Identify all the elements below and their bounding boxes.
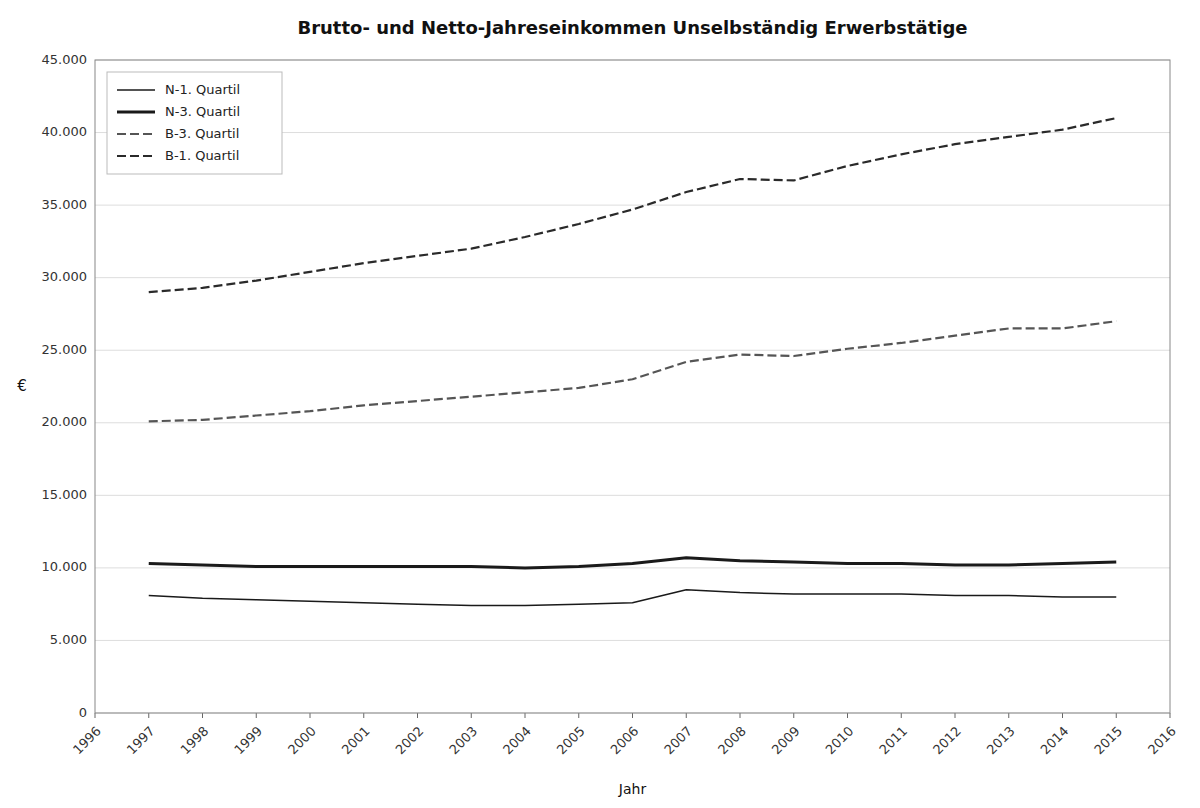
y-tick-label: 5.000 bbox=[50, 632, 87, 647]
x-tick bbox=[955, 713, 956, 718]
series-line bbox=[149, 321, 1117, 421]
x-tick bbox=[793, 713, 794, 718]
x-tick bbox=[310, 713, 311, 718]
x-tick bbox=[148, 713, 149, 718]
x-tick bbox=[1116, 713, 1117, 718]
x-tick-label: 2014 bbox=[1037, 723, 1071, 757]
x-tick bbox=[740, 713, 741, 718]
legend-label: B-1. Quartil bbox=[165, 148, 239, 163]
x-tick bbox=[256, 713, 257, 718]
x-tick-label: 2015 bbox=[1091, 723, 1125, 757]
x-tick-label: 2008 bbox=[715, 723, 749, 757]
grid-line bbox=[95, 422, 1170, 423]
x-tick bbox=[1170, 713, 1171, 718]
x-tick bbox=[363, 713, 364, 718]
x-tick bbox=[847, 713, 848, 718]
x-tick bbox=[901, 713, 902, 718]
x-tick bbox=[632, 713, 633, 718]
x-tick-label: 2003 bbox=[446, 723, 480, 757]
x-tick-label: 1999 bbox=[231, 723, 265, 757]
x-tick-label: 2016 bbox=[1145, 723, 1179, 757]
x-tick-label: 1996 bbox=[70, 723, 104, 757]
x-tick-label: 1998 bbox=[177, 723, 211, 757]
grid-line bbox=[95, 350, 1170, 351]
plot-frame bbox=[95, 60, 1170, 713]
legend-swatch bbox=[117, 111, 155, 114]
title: Brutto- und Netto-Jahreseinkommen Unselb… bbox=[297, 17, 967, 38]
y-tick-label: 20.000 bbox=[42, 414, 88, 429]
legend-swatch bbox=[117, 133, 155, 135]
y-tick-label: 45.000 bbox=[42, 52, 88, 67]
x-tick-label: 2005 bbox=[554, 723, 588, 757]
x-tick bbox=[525, 713, 526, 718]
x-tick-label: 2012 bbox=[930, 723, 964, 757]
x-tick bbox=[417, 713, 418, 718]
series-line bbox=[149, 118, 1117, 292]
x-tick-label: 2009 bbox=[769, 723, 803, 757]
x-tick-label: 2000 bbox=[285, 723, 319, 757]
y-tick-label: 35.000 bbox=[42, 197, 88, 212]
grid-line bbox=[95, 277, 1170, 278]
y-tick-label: 25.000 bbox=[42, 342, 88, 357]
x-tick bbox=[95, 713, 96, 718]
legend-box bbox=[107, 72, 282, 174]
x-tick-label: 2001 bbox=[339, 723, 373, 757]
plot-area bbox=[95, 60, 1170, 713]
grid-line bbox=[95, 205, 1170, 206]
legend-label: B-3. Quartil bbox=[165, 126, 239, 141]
x-tick-label: 2006 bbox=[607, 723, 641, 757]
x-tick bbox=[471, 713, 472, 718]
series-line bbox=[149, 590, 1117, 606]
x-tick bbox=[1008, 713, 1009, 718]
x-tick bbox=[578, 713, 579, 718]
legend: N-1. Quartil N-3. Quartil B-3. Quartil B-1.… bbox=[107, 72, 282, 174]
x-tick-label: 2013 bbox=[984, 723, 1018, 757]
x-tick-label: 2007 bbox=[661, 723, 695, 757]
y-grid bbox=[95, 60, 1170, 713]
legend-label: N-3. Quartil bbox=[165, 104, 240, 119]
x-tick-label: 2011 bbox=[876, 723, 910, 757]
y-tick-label: 15.000 bbox=[42, 487, 88, 502]
lines bbox=[149, 118, 1117, 606]
y-axis-label: € bbox=[17, 377, 27, 395]
y-tick-label: 30.000 bbox=[42, 269, 88, 284]
legend-swatch bbox=[117, 89, 155, 91]
legend-swatch bbox=[117, 155, 155, 157]
y-ticks: 0 5.000 10.000 15.000 20.000 25.000 30.000 35.0… bbox=[42, 52, 88, 720]
grid-line bbox=[95, 640, 1170, 641]
x-axis-label: Jahr bbox=[618, 781, 647, 797]
series-line bbox=[149, 558, 1117, 568]
x-tick bbox=[202, 713, 203, 718]
x-tick-label: 2010 bbox=[822, 723, 856, 757]
grid-line bbox=[95, 495, 1170, 496]
x-tick-label: 2004 bbox=[500, 723, 534, 757]
x-tick-label: 2002 bbox=[392, 723, 426, 757]
chart: 0 5.000 10.000 15.000 20.000 25.000 30.000 35.0… bbox=[0, 0, 1200, 808]
y-tick-label: 10.000 bbox=[42, 559, 88, 574]
y-tick-label: 0 bbox=[79, 705, 87, 720]
x-tick bbox=[1062, 713, 1063, 718]
legend-label: N-1. Quartil bbox=[165, 82, 240, 97]
x-ticks: 1996 1997 1998 1999 2000 2001 2002 2003 2004 2005… bbox=[70, 713, 1179, 757]
x-tick bbox=[686, 713, 687, 718]
x-tick-label: 1997 bbox=[124, 723, 158, 757]
y-tick-label: 40.000 bbox=[42, 124, 88, 139]
